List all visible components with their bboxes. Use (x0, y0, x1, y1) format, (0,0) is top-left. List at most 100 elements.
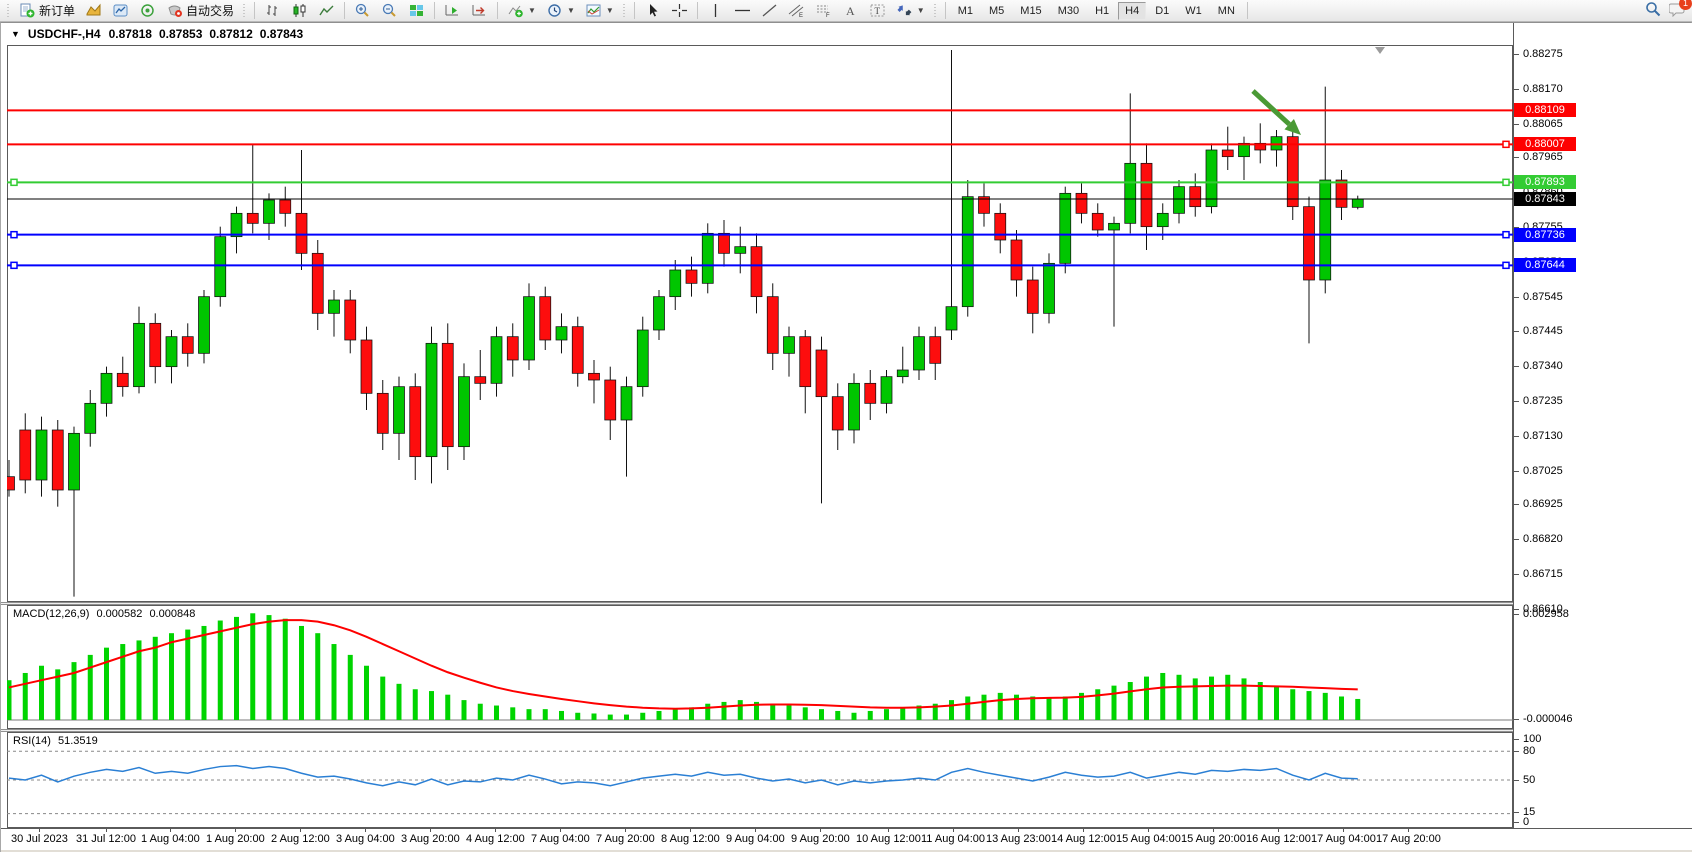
crosshair-button[interactable] (667, 1, 692, 21)
rsi-pane[interactable] (7, 732, 1513, 828)
zoom-in-button[interactable] (350, 1, 375, 21)
new-order-button[interactable]: 新订单 (15, 1, 79, 21)
indicators-button[interactable]: ▼ (503, 1, 540, 21)
candle-bullish (1238, 142, 1250, 158)
svg-text:A: A (846, 4, 855, 18)
fibonacci-button[interactable]: F (811, 1, 836, 21)
line-handle[interactable] (1502, 140, 1510, 149)
macd-histogram-bar (331, 644, 337, 720)
candle-bullish (555, 326, 568, 341)
candle-bullish (133, 322, 145, 388)
line-handle[interactable] (1502, 230, 1510, 239)
zoom-out-button[interactable] (377, 1, 402, 21)
time-axis[interactable]: 30 Jul 2023 31 Jul 12:00 1 Aug 04:00 1 Aug … (1, 828, 1692, 850)
tab-timeframe-h4[interactable]: H4 (1118, 1, 1147, 20)
candle-bearish (376, 392, 389, 434)
macd-histogram-bar (1257, 682, 1263, 720)
macd-histogram-bar (1339, 696, 1344, 720)
auto-scroll-icon (445, 5, 459, 16)
tab-timeframe-w1[interactable]: W1 (1185, 4, 1202, 17)
vertical-line-button[interactable] (703, 1, 728, 21)
horizontal-line-button[interactable] (730, 1, 755, 21)
macd-axis-min: -0.000046 (1514, 713, 1573, 725)
time-axis-label: 14 Aug 12:00 (1051, 829, 1116, 845)
trendline-button[interactable] (757, 1, 782, 21)
bar-chart-icon (267, 5, 278, 16)
tile-windows-button[interactable] (404, 1, 429, 21)
templates-icon (586, 4, 601, 17)
current-price-label: 0.87843 (1514, 191, 1576, 206)
channel-button[interactable]: E (784, 1, 809, 21)
tab-timeframe-h1[interactable]: H1 (1095, 4, 1110, 17)
line-handle[interactable] (10, 230, 18, 239)
templates-button[interactable]: ▼ (581, 1, 618, 21)
macd-histogram-bar (770, 703, 776, 720)
chart-shift-marker[interactable] (1375, 47, 1385, 54)
candle-bearish (1221, 149, 1234, 158)
macd-histogram-bar (87, 654, 93, 720)
macd-histogram-bar (916, 705, 922, 720)
chart-window-button[interactable] (81, 1, 106, 21)
macd-histogram-bar (364, 665, 369, 720)
price-pane[interactable] (7, 45, 1513, 602)
macd-axis-max: 0.002958 (1514, 608, 1569, 620)
chart-dropdown-icon[interactable]: ▼ (11, 29, 20, 39)
candle-bullish (1270, 136, 1283, 151)
candle-bearish (1091, 212, 1104, 231)
market-watch-button[interactable] (135, 1, 160, 21)
chart-shift-button[interactable] (467, 1, 492, 21)
macd-histogram-bar (705, 703, 711, 720)
periods-button[interactable]: ▼ (542, 1, 579, 21)
candle-bearish (441, 342, 454, 448)
macd-histogram-bar (380, 676, 386, 720)
macd-histogram-bar (689, 707, 694, 720)
auto-trading-button[interactable]: 自动交易 (162, 1, 238, 21)
macd-histogram-bar (494, 705, 499, 720)
candlestick-button[interactable] (287, 1, 312, 21)
line-handle[interactable] (1502, 261, 1510, 270)
line-chart-button[interactable] (314, 1, 339, 21)
macd-histogram-bar (900, 707, 906, 720)
macd-histogram-bar (575, 712, 581, 720)
price-axis-tick-label: 0.86820 (1514, 532, 1563, 545)
tab-timeframe-mn[interactable]: MN (1217, 4, 1235, 17)
line-handle[interactable] (10, 261, 18, 270)
candle-bearish (929, 336, 942, 364)
tab-timeframe-m30[interactable]: M30 (1057, 4, 1080, 17)
line-handle[interactable] (10, 178, 18, 187)
price-axis-tick-label: 0.87130 (1514, 429, 1563, 442)
tab-timeframe-m15[interactable]: M15 (1020, 4, 1042, 17)
text-button[interactable]: A (838, 1, 863, 21)
tick-chart-button[interactable] (108, 1, 133, 21)
candle-bullish (880, 376, 893, 404)
tab-timeframe-d1[interactable]: D1 (1155, 4, 1170, 17)
annotation-arrow-shaft[interactable] (1251, 89, 1291, 127)
notifications-button[interactable]: 1 (1668, 0, 1692, 22)
toolbar-grip[interactable] (6, 2, 11, 19)
tile-windows-icon (410, 5, 424, 16)
macd-histogram-bar (1241, 678, 1247, 720)
candle-bullish (1205, 149, 1218, 208)
auto-scroll-button[interactable] (440, 1, 465, 21)
tab-timeframe-m5[interactable]: M5 (989, 4, 1005, 17)
pane-divider-2[interactable] (1, 729, 1692, 732)
candle-bearish (506, 336, 519, 361)
line-handle[interactable] (1502, 178, 1510, 187)
macd-pane[interactable] (7, 605, 1513, 729)
time-axis-label: 9 Aug 20:00 (791, 829, 850, 845)
arrows-button[interactable]: ▼ (892, 1, 929, 21)
rsi-axis-15: 15 (1513, 806, 1536, 818)
time-axis-label: 8 Aug 12:00 (661, 829, 720, 845)
macd-histogram-bar (234, 616, 239, 720)
text-label-button[interactable]: T (865, 1, 890, 21)
annotation-arrow-head[interactable] (1284, 119, 1301, 135)
tab-timeframe-m1[interactable]: M1 (957, 4, 973, 17)
candle-bullish (734, 246, 747, 254)
price-axis[interactable] (1513, 23, 1692, 828)
macd-histogram-bar (152, 636, 158, 720)
pane-divider-1[interactable] (1, 602, 1692, 605)
search-button[interactable] (1645, 1, 1661, 22)
bar-chart-button[interactable] (260, 1, 285, 21)
cursor-button[interactable] (640, 1, 665, 21)
